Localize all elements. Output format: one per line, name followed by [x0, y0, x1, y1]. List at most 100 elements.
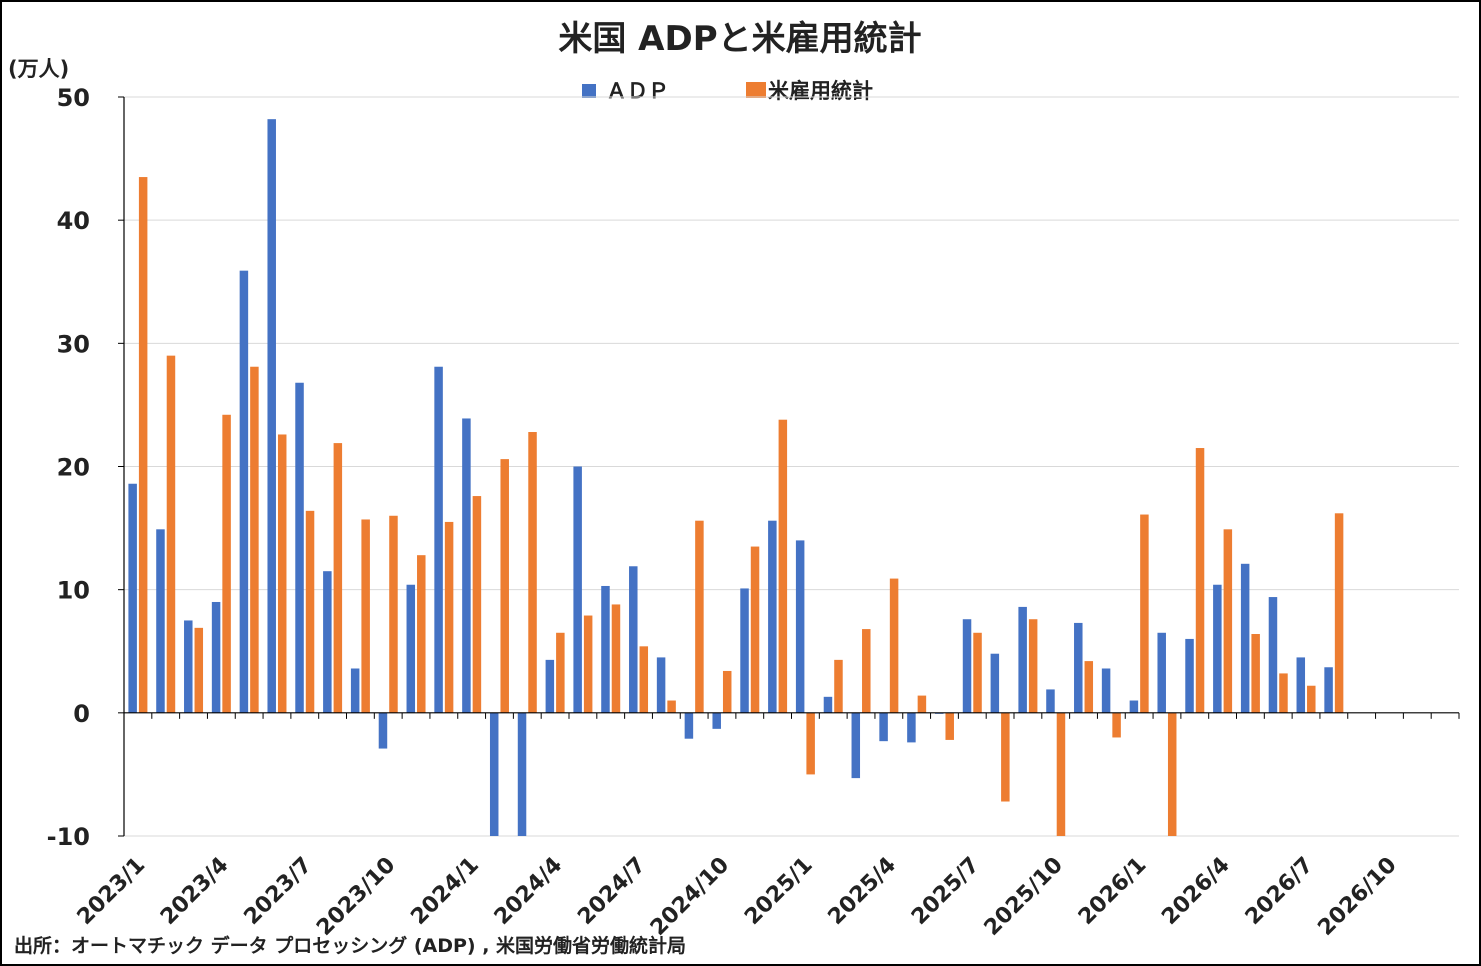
x-tick-label: 2024/4: [490, 853, 567, 930]
bar-employment: [194, 627, 204, 713]
bar-adp: [823, 696, 833, 713]
x-tick-label: 2024/7: [573, 853, 650, 930]
x-tick-label: 2024/1: [406, 853, 483, 930]
bar-adp: [656, 657, 666, 713]
x-tick-label: 2025/10: [980, 853, 1068, 941]
bar-adp: [156, 529, 165, 713]
bar-employment: [1279, 673, 1288, 713]
bar-employment: [806, 712, 815, 775]
bar-employment: [695, 520, 704, 713]
bar-employment: [1112, 712, 1121, 738]
bar-employment: [389, 515, 398, 713]
bar-adp: [851, 712, 861, 779]
x-tick-label: 2023/4: [156, 853, 233, 930]
y-axis-unit-label: (万人): [8, 57, 69, 81]
bar-adp: [907, 712, 916, 743]
bar-adp: [545, 659, 555, 713]
bar-employment: [138, 177, 148, 713]
bar-employment: [862, 629, 871, 713]
bar-adp: [684, 712, 694, 739]
x-tick-label: 2023/1: [73, 853, 150, 930]
legend-swatch-adp: [582, 84, 596, 98]
bar-adp: [295, 382, 304, 713]
bar-adp: [768, 520, 777, 713]
bar-employment: [611, 604, 621, 713]
bar-employment: [333, 443, 343, 713]
x-tick-label: 2025/4: [824, 853, 901, 930]
legend-swatch-employment: [746, 82, 766, 98]
bar-employment: [583, 615, 593, 713]
bar-employment: [1001, 712, 1010, 802]
x-tick-label: 2026/4: [1157, 853, 1234, 930]
y-tick-label: 30: [57, 330, 90, 358]
bar-adp: [1157, 632, 1166, 713]
bar-adp: [378, 712, 388, 749]
bar-employment: [166, 355, 176, 713]
bar-adp: [1046, 689, 1055, 713]
bar-adp: [1268, 597, 1278, 713]
bar-adp: [211, 601, 221, 713]
bar-employment: [917, 695, 927, 713]
source-note: 出所：オートマチック データ プロセッシング (ADP) , 米国労働省労働統計…: [14, 934, 686, 957]
bar-employment: [222, 414, 231, 713]
bar-adp: [239, 270, 249, 713]
y-tick-label: 10: [57, 577, 90, 605]
bar-employment: [1028, 619, 1038, 713]
bar-adp: [406, 584, 416, 713]
x-tick-label: 2024/10: [646, 853, 734, 941]
bar-adp: [1074, 622, 1083, 713]
bar-adp: [573, 466, 582, 713]
bar-employment: [1223, 529, 1233, 713]
bar-employment: [1195, 448, 1205, 713]
bar-adp: [712, 712, 721, 729]
bar-employment: [973, 632, 982, 713]
x-tick-label: 2023/10: [312, 853, 400, 941]
bar-adp: [517, 712, 527, 836]
bar-employment: [1334, 513, 1344, 713]
bar-adp: [184, 620, 193, 713]
bar-adp: [1213, 584, 1222, 713]
bar-employment: [1140, 514, 1149, 713]
bar-employment: [1056, 712, 1066, 836]
bar-employment: [250, 366, 259, 713]
legend-label-adp: ＡＤＰ: [606, 79, 669, 103]
bar-adp: [1185, 638, 1194, 713]
bar-adp: [601, 585, 610, 713]
bar-employment: [305, 510, 315, 713]
legend-label-employment: 米雇用統計: [768, 79, 873, 103]
bar-employment: [1307, 685, 1316, 713]
x-tick-label: 2026/10: [1313, 853, 1401, 941]
bar-employment: [277, 434, 287, 713]
bar-employment: [1084, 661, 1094, 713]
bar-adp: [990, 653, 1000, 713]
bar-employment: [444, 521, 454, 713]
bar-employment: [1251, 634, 1260, 713]
x-tick-label: 2026/7: [1241, 853, 1318, 930]
bar-adp: [1324, 667, 1333, 713]
bar-adp: [489, 712, 499, 836]
bars: [128, 119, 1344, 836]
bar-adp: [1129, 700, 1139, 713]
bar-adp: [1018, 606, 1027, 713]
bar-adp: [267, 119, 276, 713]
bar-adp: [462, 418, 471, 713]
bar-employment: [472, 496, 482, 713]
legend: ＡＤＰ 米雇用統計: [582, 79, 873, 103]
y-tick-label: 40: [57, 207, 90, 235]
bar-adp: [1240, 563, 1250, 713]
axes: [123, 97, 1460, 836]
bar-adp: [350, 668, 360, 713]
bar-employment: [500, 459, 509, 713]
bar-adp: [1101, 668, 1111, 713]
y-tick-label: 50: [57, 84, 90, 112]
bar-adp: [128, 483, 137, 713]
bar-employment: [528, 432, 537, 713]
bar-adp: [740, 588, 749, 713]
bar-adp: [434, 366, 443, 713]
y-tick-label: -10: [47, 823, 90, 851]
chart-title: 米国 ADPと米雇用統計: [558, 19, 921, 59]
bar-adp: [1296, 657, 1306, 713]
bar-adp: [795, 540, 805, 713]
